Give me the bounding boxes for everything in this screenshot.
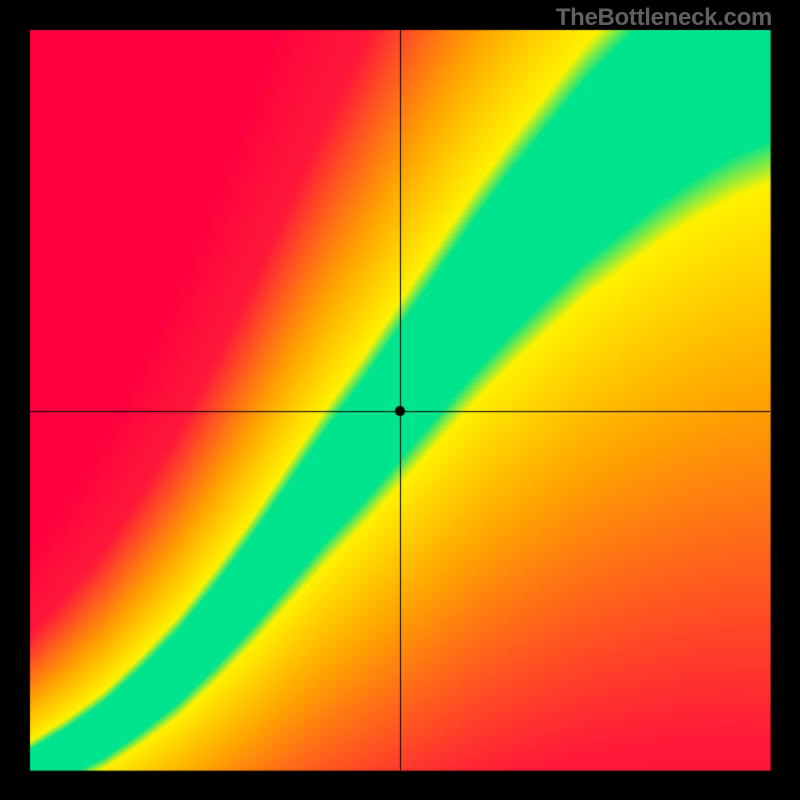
chart-container: TheBottleneck.com — [0, 0, 800, 800]
bottleneck-heatmap — [0, 0, 800, 800]
watermark-text: TheBottleneck.com — [556, 4, 772, 32]
